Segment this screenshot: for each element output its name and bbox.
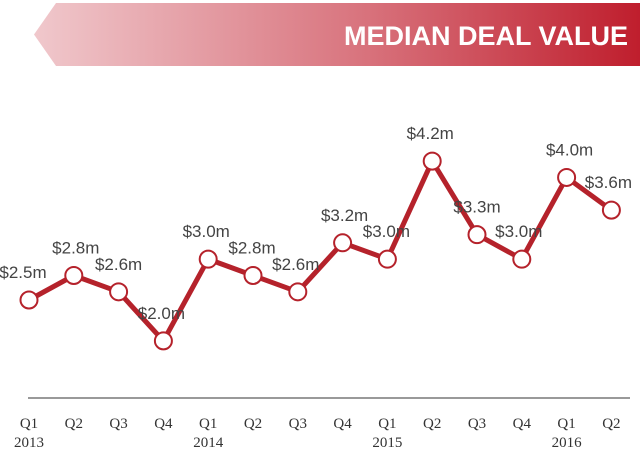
data-point	[243, 265, 263, 285]
data-label: $2.0m	[138, 304, 185, 323]
x-tick-label: Q2	[244, 416, 262, 432]
title-banner: MEDIAN DEAL VALUE	[34, 3, 640, 66]
x-tick-label: Q3	[468, 416, 486, 432]
data-point	[153, 331, 173, 351]
data-label: $3.0m	[363, 222, 410, 241]
year-label: 2013	[14, 435, 44, 451]
data-label: $3.0m	[183, 222, 230, 241]
data-point	[198, 249, 218, 269]
data-point	[109, 282, 129, 302]
x-tick-label: Q4	[513, 416, 532, 432]
data-point	[467, 225, 487, 245]
data-label-layer: $2.5m$2.8m$2.6m$2.0m$3.0m$2.8m$2.6m$3.2m…	[0, 124, 632, 323]
x-tick-label: Q1	[378, 416, 396, 432]
data-label: $3.0m	[495, 222, 542, 241]
data-label: $4.0m	[546, 140, 593, 159]
x-tick-label: Q3	[109, 416, 127, 432]
year-label: 2014	[193, 435, 224, 451]
data-label: $2.8m	[228, 239, 275, 258]
data-point	[64, 265, 84, 285]
data-point	[557, 167, 577, 187]
data-point	[512, 249, 532, 269]
x-tick-label: Q1	[20, 416, 38, 432]
data-point	[377, 249, 397, 269]
data-point	[422, 151, 442, 171]
x-tick-label: Q3	[289, 416, 307, 432]
data-label: $3.3m	[453, 198, 500, 217]
x-tick-label: Q2	[65, 416, 83, 432]
data-point	[601, 200, 621, 220]
data-label: $2.5m	[0, 263, 47, 282]
x-tick-label: Q2	[602, 416, 620, 432]
x-tick-label: Q1	[199, 416, 217, 432]
x-tick-label: Q2	[423, 416, 441, 432]
data-label: $2.6m	[272, 255, 319, 274]
x-tick-label: Q1	[557, 416, 575, 432]
data-point	[288, 282, 308, 302]
data-point	[333, 233, 353, 253]
x-tick-label: Q4	[154, 416, 173, 432]
data-label: $2.6m	[95, 255, 142, 274]
data-label: $3.6m	[585, 173, 632, 192]
data-label: $4.2m	[407, 124, 454, 143]
x-tick-layer: Q1 Q2 Q3 Q4 Q1 Q2 Q3 Q4 Q1 Q2 Q3 Q4 Q1 Q2 2013 2014 2015…	[14, 416, 621, 451]
data-point	[19, 290, 39, 310]
year-label: 2015	[372, 435, 402, 451]
series-layer	[19, 151, 621, 351]
data-label: $3.2m	[321, 206, 368, 225]
data-label: $2.8m	[52, 239, 99, 258]
chart-title: MEDIAN DEAL VALUE	[344, 21, 628, 51]
x-tick-label: Q4	[333, 416, 352, 432]
year-label: 2016	[552, 435, 583, 451]
title-banner-shape	[34, 3, 640, 66]
